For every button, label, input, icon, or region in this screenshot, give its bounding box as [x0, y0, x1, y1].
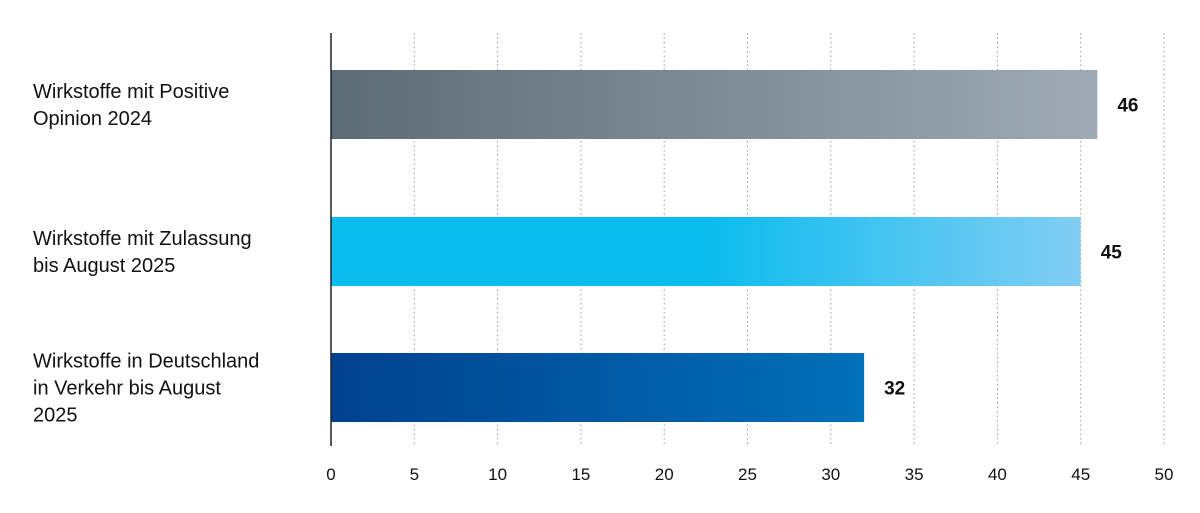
x-tick-label-25: 25	[738, 465, 757, 484]
value-label-0: 46	[1117, 96, 1138, 117]
x-tick-label-30: 30	[821, 465, 840, 484]
x-tick-label-10: 10	[488, 465, 507, 484]
x-tick-label-50: 50	[1155, 465, 1174, 484]
x-tick-label-35: 35	[905, 465, 924, 484]
bars	[331, 70, 1098, 422]
category-label-1: Wirkstoffe mit Zulassung bis August 2025	[33, 228, 252, 277]
x-tick-label-5: 5	[410, 465, 419, 484]
bar-2	[331, 353, 865, 422]
value-label-1: 45	[1101, 243, 1123, 264]
x-tick-label-15: 15	[571, 465, 590, 484]
category-label-0: Wirkstoffe mit Positive Opinion 2024	[33, 81, 229, 130]
bar-1	[331, 217, 1081, 286]
x-tick-label-20: 20	[655, 465, 674, 484]
value-labels: 46 45 32	[884, 96, 1138, 400]
x-tick-label-45: 45	[1071, 465, 1090, 484]
category-labels: Wirkstoffe mit Positive Opinion 2024 Wirks…	[33, 81, 259, 427]
category-label-2: Wirkstoffe in Deutschland in Verkehr bis …	[33, 351, 259, 427]
value-label-2: 32	[884, 379, 905, 400]
x-tick-label-40: 40	[988, 465, 1007, 484]
bar-0	[331, 70, 1098, 139]
x-tick-label-0: 0	[326, 465, 335, 484]
x-tick-labels: 0 5 10 15 20 25 30 35 40 45 50	[326, 465, 1173, 484]
